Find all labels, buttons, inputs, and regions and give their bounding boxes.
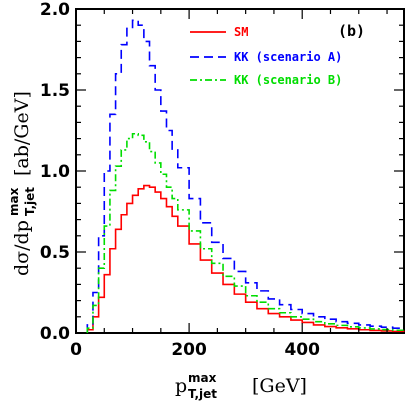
- y-axis-title-sub: T,jet: [23, 187, 37, 216]
- legend-label: SM: [234, 25, 248, 39]
- axes-layer: 0 200 400 0.0 0.5 1.0 1.5 2.0: [40, 0, 404, 360]
- x-axis-title-sup: max: [188, 371, 217, 385]
- series-line: [86, 132, 405, 333]
- y-axis-title-sup: max: [7, 187, 21, 216]
- y-axis-title-main: dσ/dp: [11, 220, 33, 276]
- y-axis-title-unit: [ab/GeV]: [11, 91, 33, 176]
- x-axis-title: p max T,jet [GeV]: [175, 371, 307, 401]
- y-tick-label: 0.0: [40, 324, 70, 344]
- x-tick-label: 200: [171, 340, 207, 360]
- legend-label: KK (scenario A): [234, 50, 342, 64]
- y-tick-label: 1.5: [40, 81, 70, 101]
- x-axis-title-sub: T,jet: [188, 387, 217, 401]
- x-axis-title-unit: [GeV]: [252, 375, 307, 397]
- legend-label: KK (scenario B): [234, 73, 342, 87]
- x-tick-label: 0: [70, 340, 82, 360]
- x-axis-title-main: p: [175, 375, 187, 397]
- x-tick-label: 400: [284, 340, 320, 360]
- series-line: [86, 19, 405, 333]
- y-tick-label: 2.0: [40, 0, 70, 20]
- series-line: [86, 184, 405, 333]
- y-tick-label: 0.5: [40, 243, 70, 263]
- series-layer: [86, 19, 405, 333]
- y-tick-label: 1.0: [40, 162, 70, 182]
- legend: SM KK (scenario A) KK (scenario B): [190, 25, 342, 87]
- y-axis-title: dσ/dp max T,jet [ab/GeV]: [7, 91, 37, 276]
- panel-label: (b): [338, 22, 365, 40]
